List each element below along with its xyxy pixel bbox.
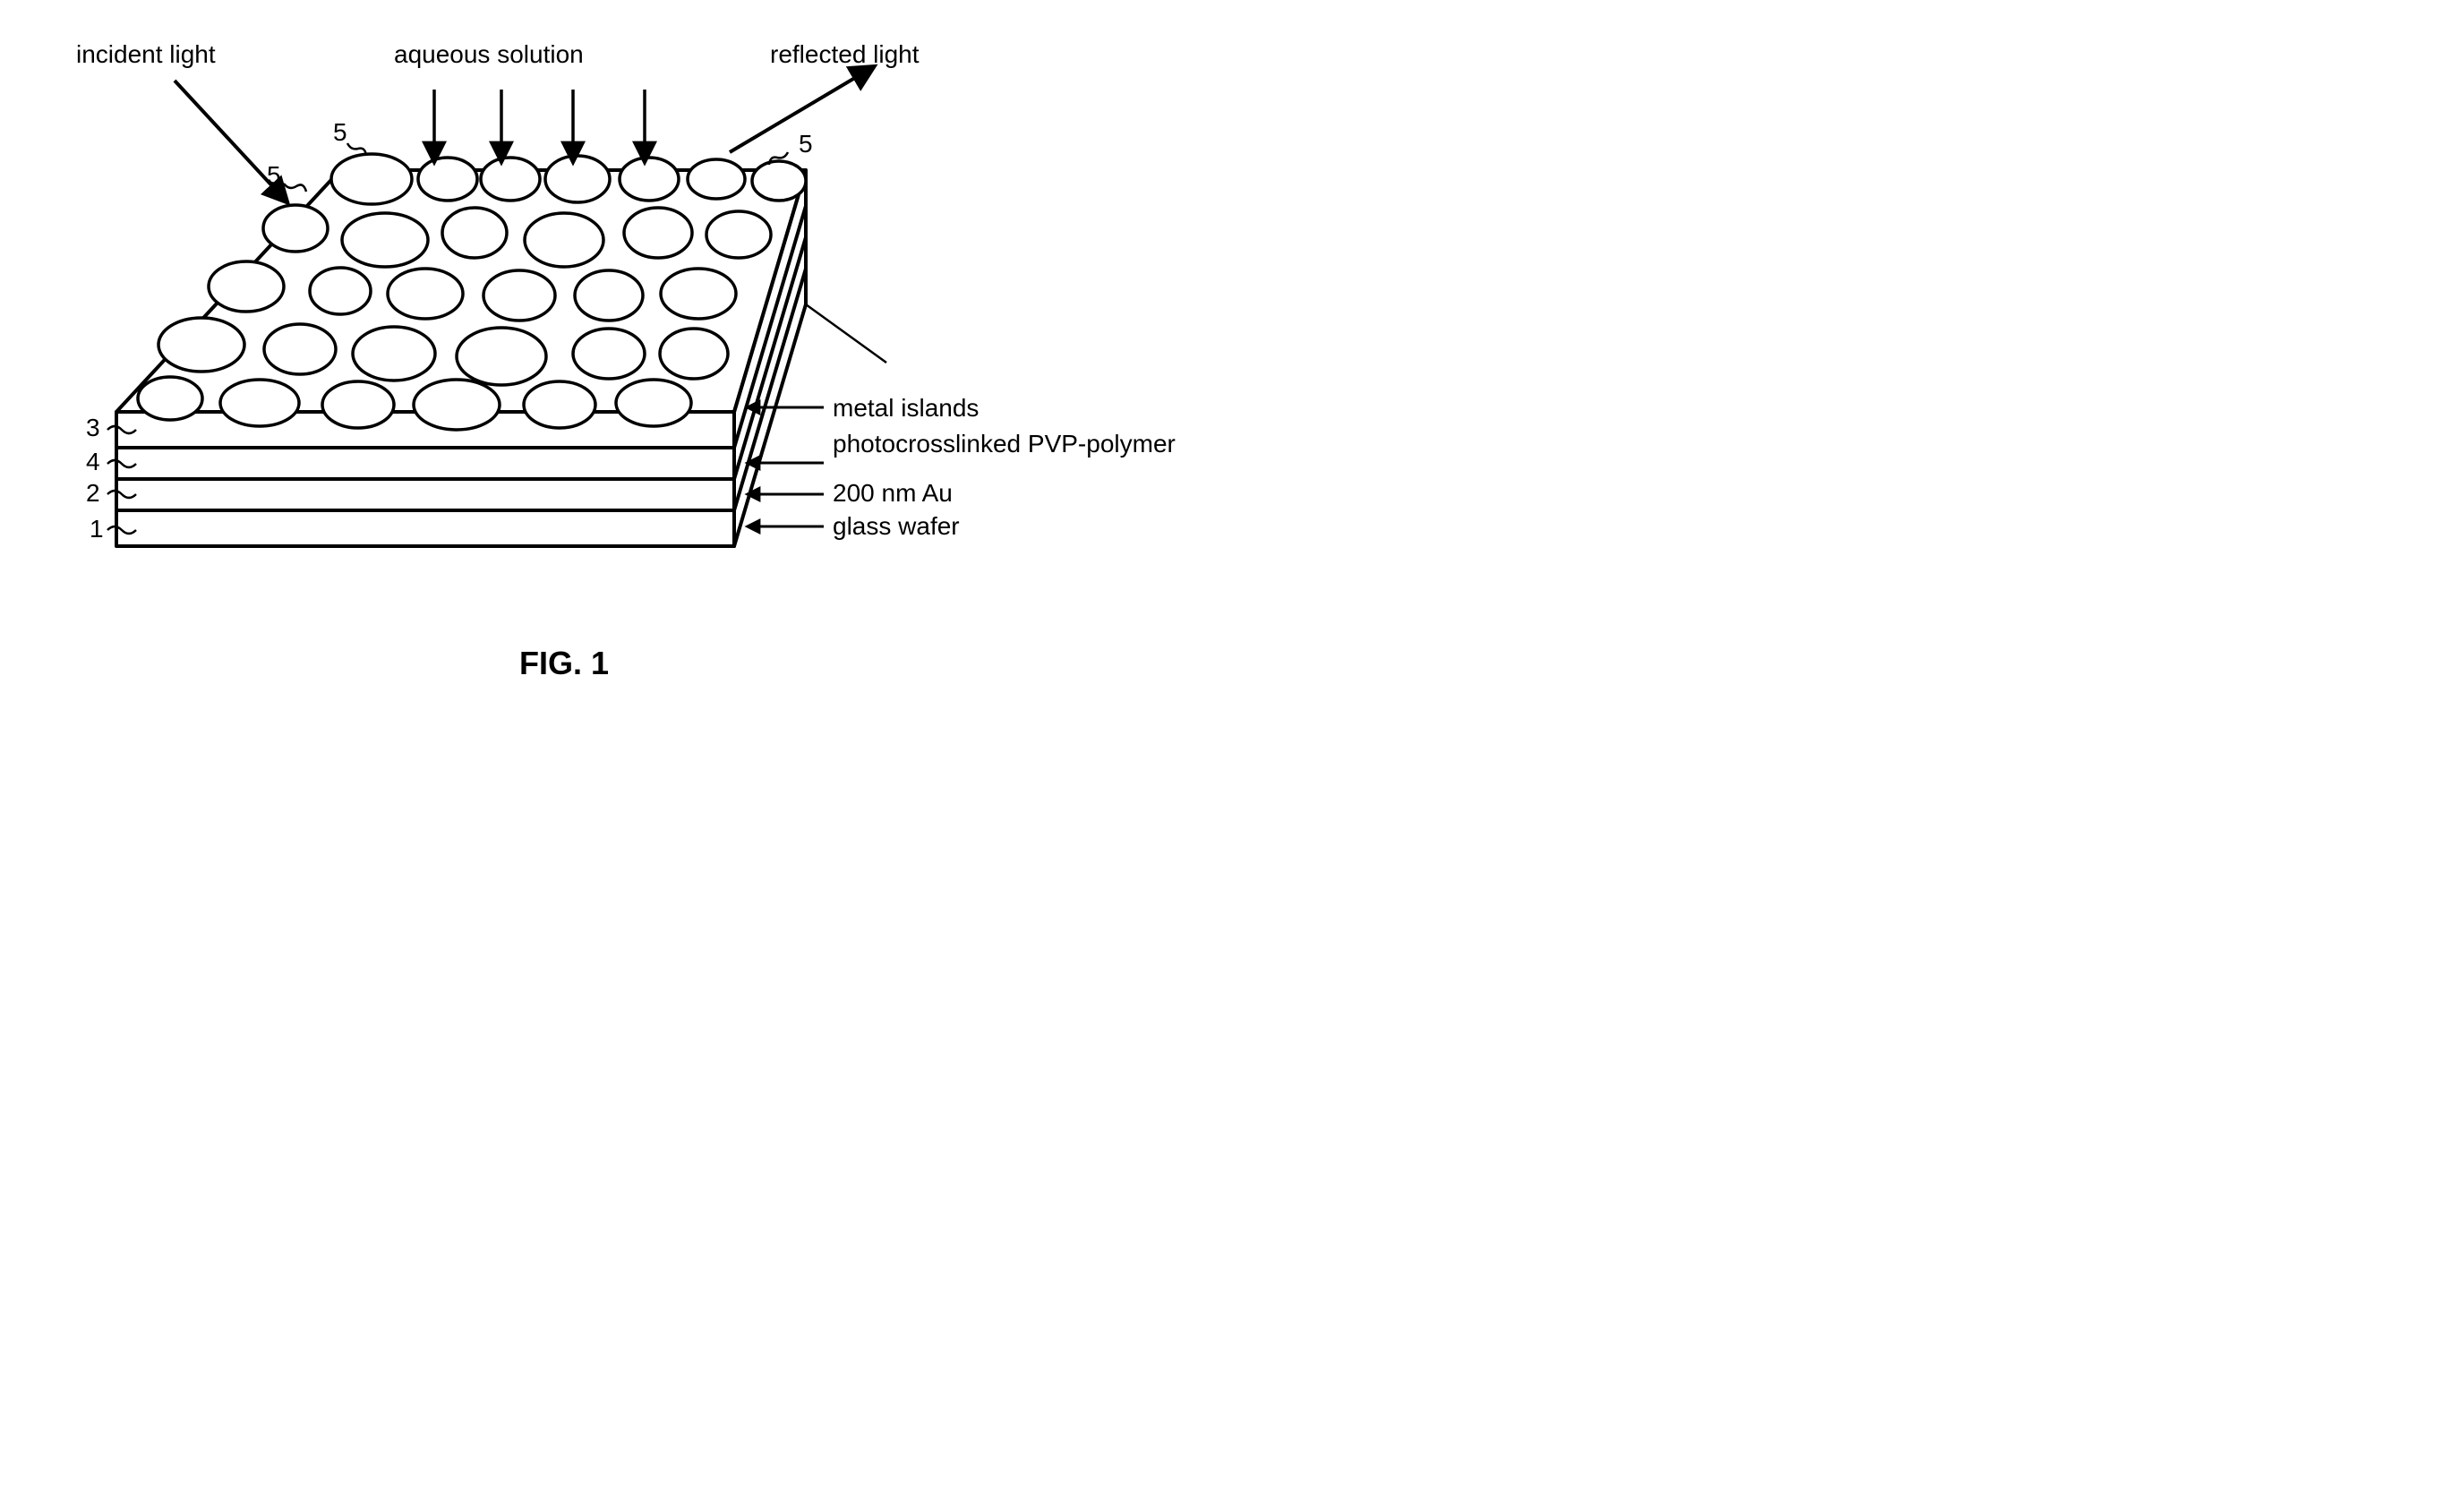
- aqueous-arrows: [434, 90, 645, 161]
- layer-label-polymer: photocrosslinked PVP-polymer: [833, 430, 1176, 458]
- figure-canvas: incident light aqueous solution reflecte…: [0, 0, 1232, 748]
- incident-light-label: incident light: [76, 40, 216, 69]
- layer-label-islands: metal islands: [833, 394, 979, 423]
- island-mark-5b: 5: [333, 118, 347, 147]
- island-mark-5a: 5: [267, 161, 281, 190]
- layer-label-au: 200 nm Au: [833, 479, 953, 508]
- figure-svg: [0, 0, 1232, 748]
- figure-caption: FIG. 1: [519, 645, 609, 682]
- layer-num-2: 2: [86, 479, 100, 508]
- layer-label-glass: glass wafer: [833, 512, 960, 541]
- layer-num-4: 4: [86, 448, 100, 476]
- layer-num-1: 1: [90, 515, 104, 543]
- aqueous-solution-label: aqueous solution: [394, 40, 584, 69]
- metal-islands: [138, 154, 806, 430]
- reflected-light-label: reflected light: [770, 40, 920, 69]
- island-mark-5c: 5: [799, 130, 813, 158]
- layer-num-3: 3: [86, 414, 100, 442]
